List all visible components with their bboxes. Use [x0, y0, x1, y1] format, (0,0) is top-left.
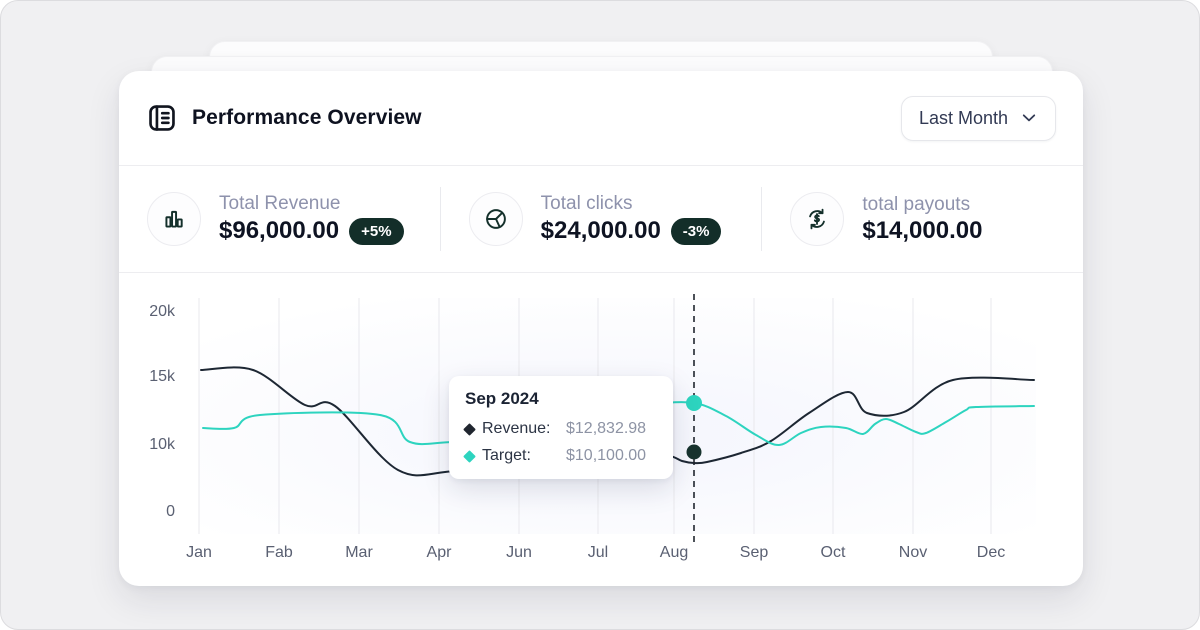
x-axis-month-label: Jan [186, 544, 212, 561]
stat-label: total payouts [862, 194, 971, 215]
tooltip-row-revenue: Revenue: $12,832.98 [463, 420, 657, 438]
stat-total-revenue: Total Revenue $96,000.00 +5% [119, 187, 440, 251]
dollar-refresh-icon [790, 192, 845, 246]
stats-row: Total Revenue $96,000.00 +5% Total click… [119, 166, 1083, 273]
performance-card: Performance Overview Last Month [119, 71, 1083, 586]
tooltip-value: $12,832.98 [566, 420, 647, 437]
tooltip-value: $10,100.00 [566, 447, 647, 464]
trend-badge: +5% [349, 217, 404, 245]
x-axis-month-label: Sep [740, 544, 769, 561]
stat-label: Total Revenue [219, 192, 341, 214]
period-dropdown[interactable]: Last Month [900, 95, 1056, 141]
tooltip-label: Revenue: [482, 420, 551, 437]
bar-chart-icon [147, 192, 201, 246]
stat-value: $14,000.00 [862, 217, 983, 244]
x-axis-month-label: Apr [427, 544, 453, 561]
stat-text: Total clicks $24,000.00 -3% [541, 194, 722, 245]
y-axis-tick-label: 15k [149, 368, 176, 385]
header-left: Performance Overview [146, 102, 422, 134]
period-dropdown-label: Last Month [918, 107, 1008, 128]
target-dot [686, 395, 702, 411]
tooltip-title: Sep 2024 [465, 389, 539, 408]
y-axis-tick-label: 20k [149, 303, 176, 320]
tooltip-row-target: Target: $10,100.00 [463, 447, 657, 465]
x-axis-month-label: Aug [660, 544, 688, 561]
stat-text: total payouts $14,000.00 [862, 195, 982, 243]
report-notebook-icon [146, 102, 178, 134]
y-axis-tick-label: 0 [166, 503, 175, 520]
x-axis-month-label: Nov [899, 544, 927, 561]
stat-label: Total clicks [540, 192, 633, 214]
pie-chart-icon [468, 192, 523, 246]
stat-text: Total Revenue $96,000.00 +5% [219, 194, 404, 245]
x-axis-month-label: Jul [588, 544, 608, 561]
y-axis-tick-label: 10k [149, 436, 176, 453]
card-header: Performance Overview Last Month [119, 71, 1083, 166]
target-diamond-icon [463, 449, 476, 463]
tooltip-label: Target: [482, 447, 531, 464]
chart-tooltip: Sep 2024 Revenue: $12,832.98 Target: $10… [449, 376, 673, 479]
target-line [202, 401, 1035, 447]
x-axis-month-label: Mar [345, 544, 373, 561]
stat-value: $96,000.00 [219, 217, 340, 244]
x-axis-month-label: Fab [265, 544, 293, 561]
chevron-down-icon [1020, 109, 1038, 127]
stat-total-payouts: total payouts $14,000.00 [761, 187, 1083, 251]
revenue-dot [686, 444, 702, 460]
page-title: Performance Overview [192, 106, 422, 129]
revenue-line [200, 366, 1035, 477]
stat-value: $24,000.00 [540, 217, 661, 244]
stat-total-clicks: Total clicks $24,000.00 -3% [439, 187, 762, 251]
x-axis-month-label: Oct [821, 544, 846, 561]
x-axis-month-label: Jun [506, 544, 532, 561]
revenue-diamond-icon [463, 422, 476, 436]
x-axis-month-label: Dec [977, 544, 1005, 561]
revenue-target-chart: 20k 15k 10k 0 Jan Fab Mar Apr Jun Jul Aug Sep Oct Nov… [119, 273, 1083, 586]
trend-badge: -3% [670, 217, 722, 245]
